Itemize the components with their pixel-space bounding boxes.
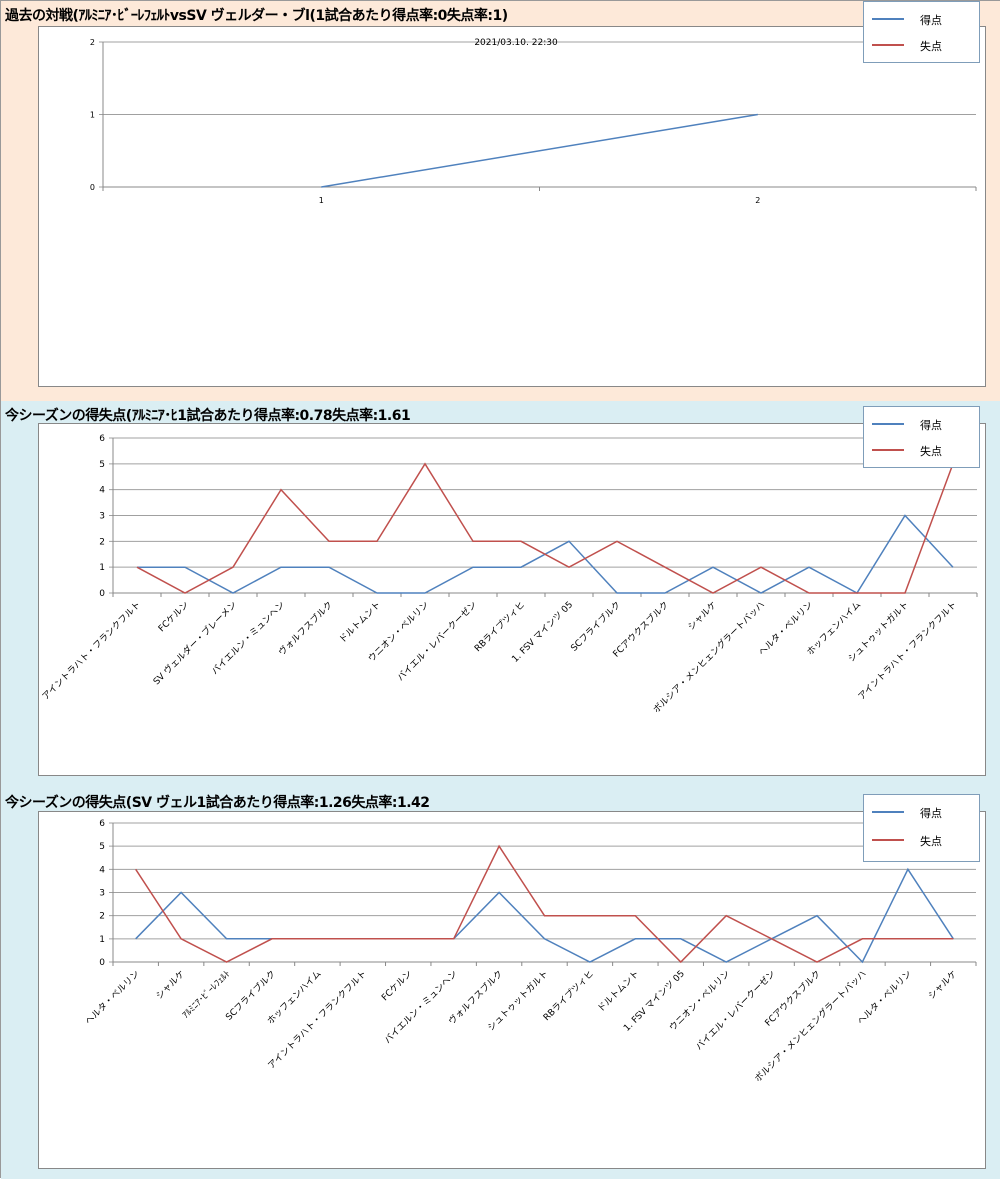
series-line-conceded: [136, 462, 954, 594]
x-tick-label: バイエル・レバークーゼン: [394, 599, 479, 684]
x-tick-label: ドルトムント: [595, 968, 641, 1014]
x-tick-label: バイエルン・ミュンヘン: [382, 968, 460, 1046]
y-tick-label: 5: [99, 842, 105, 852]
x-tick-label: シャルケ: [154, 968, 187, 1001]
y-tick-label: 4: [99, 865, 105, 875]
y-tick-label: 1: [99, 563, 105, 573]
legend-label: 失点: [920, 40, 942, 53]
x-tick-label: ヘルタ・ベルリン: [83, 968, 142, 1027]
x-tick-label: 1: [319, 196, 324, 205]
x-tick-label: SV ヴェルダー・ブレーメン: [150, 599, 239, 688]
past-matches-section: 過去の対戦(ｱﾙﾐﾆｱ･ﾋﾞｰﾚﾌｪﾙﾄvsSV ヴェルダー・ブl(1試合あたり…: [1, 1, 1000, 401]
series-line-conceded: [135, 844, 954, 964]
y-tick-label: 1: [90, 111, 95, 120]
team-b-season-chart: [38, 811, 986, 1169]
team-a-season-chart: [38, 423, 986, 776]
y-tick-label: 2: [90, 38, 95, 47]
legend-swatch: [872, 449, 904, 451]
legend-label: 失点: [920, 835, 942, 848]
x-tick-label: ドルトムント: [337, 599, 383, 645]
past-matches-chart: [38, 26, 986, 387]
legend-label: 得点: [920, 807, 942, 820]
y-tick-label: 6: [99, 819, 105, 829]
legend-swatch: [872, 423, 904, 425]
x-tick-label: シャルケ: [926, 968, 959, 1001]
team-b-season-section: 今シーズンの得失点(SV ヴェル1試合あたり得点率:1.26失点率:1.42: [1, 786, 1000, 1179]
legend-swatch: [872, 839, 904, 841]
x-tick-label: バイエル・レバークーゼン: [693, 968, 778, 1053]
x-tick-label: シャルケ: [686, 599, 719, 632]
chart-title: 今シーズンの得失点(ｱﾙﾐﾆｱ･ﾋ1試合あたり得点率:0.78失点率:1.61: [5, 408, 411, 424]
x-tick-label: アイントラハト・フランクフルト: [40, 599, 143, 702]
legend: 得点 失点: [863, 406, 980, 468]
y-tick-label: 5: [99, 460, 105, 470]
y-tick-label: 0: [99, 589, 105, 599]
chart-title: 過去の対戦(ｱﾙﾐﾆｱ･ﾋﾞｰﾚﾌｪﾙﾄvsSV ヴェルダー・ブl(1試合あたり…: [5, 8, 508, 24]
y-tick-label: 0: [99, 958, 105, 968]
x-tick-label: FCケルン: [380, 968, 415, 1003]
legend: 得点 失点: [863, 1, 980, 63]
y-tick-label: 2: [99, 912, 105, 922]
x-tick-label: アイントラハト・フランクフルト: [266, 968, 369, 1071]
legend-label: 得点: [920, 419, 942, 432]
y-tick-label: 6: [99, 434, 105, 444]
x-tick-label: RBライプツィヒ: [472, 599, 527, 654]
x-tick-label: ｱﾙﾐﾆｱ･ﾋﾞｰﾚﾌｪﾙﾄ: [180, 968, 232, 1020]
legend-swatch: [872, 44, 904, 46]
x-tick-label: SCフライブルク: [568, 599, 623, 654]
x-tick-label: 2: [755, 196, 760, 205]
legend-label: 失点: [920, 445, 942, 458]
x-tick-label: アイントラハト・フランクフルト: [856, 599, 959, 702]
legend-label: 得点: [920, 14, 942, 27]
legend-swatch: [872, 18, 904, 20]
legend: 得点 失点: [863, 794, 980, 862]
y-tick-label: 3: [99, 512, 105, 522]
chart-title: 今シーズンの得失点(SV ヴェル1試合あたり得点率:1.26失点率:1.42: [5, 795, 430, 811]
chart-subtitle: 2021/03.10. 22:30: [474, 38, 558, 48]
team-a-season-section: 今シーズンの得失点(ｱﾙﾐﾆｱ･ﾋ1試合あたり得点率:0.78失点率:1.61: [1, 401, 1000, 786]
y-tick-label: 4: [99, 486, 105, 496]
legend-swatch: [872, 811, 904, 813]
y-tick-label: 2: [99, 537, 105, 547]
x-tick-label: FCケルン: [156, 599, 191, 634]
y-tick-label: 3: [99, 889, 105, 899]
series-line-scored: [321, 113, 758, 188]
y-tick-label: 0: [90, 183, 95, 192]
chart-1-plot: 0 1 2 1 2 2021/03.10. 22:30: [90, 38, 977, 205]
y-tick-label: 1: [99, 935, 105, 945]
